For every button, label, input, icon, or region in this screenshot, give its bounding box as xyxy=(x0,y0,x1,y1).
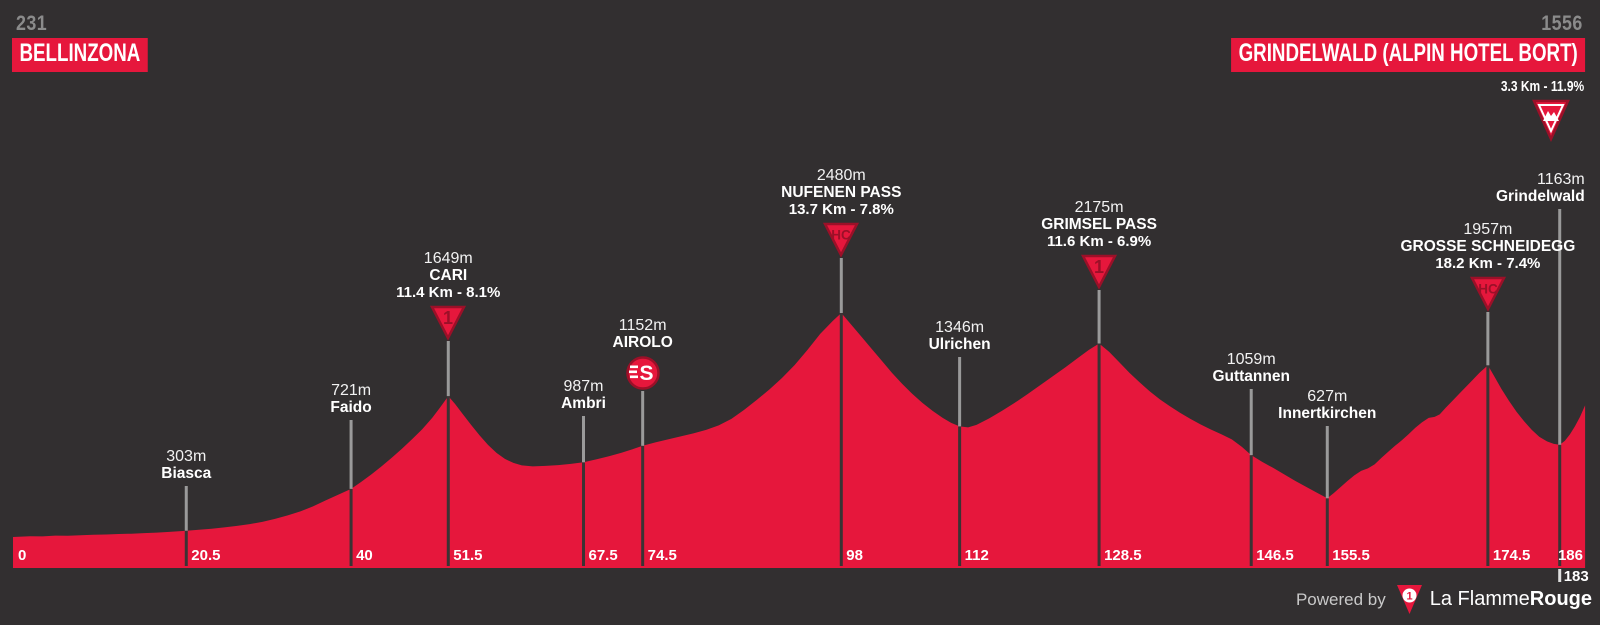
axis-label-ulrichen: 112 xyxy=(964,547,989,564)
climb-category-icon-cari: 1 xyxy=(429,303,467,341)
powered-by-label: Powered by xyxy=(1295,589,1386,609)
axis-label-ambri: 67.5 xyxy=(588,547,618,564)
marker-name-cari: CARI xyxy=(429,267,468,284)
marker-label-innertkirchen: 627m Innertkirchen xyxy=(1207,388,1447,422)
marker-label-faido: 721m Faido xyxy=(231,382,471,416)
finish-elevation: 1556 xyxy=(1541,12,1583,35)
axis-label-cari: 51.5 xyxy=(453,547,483,564)
marker-label-grosse-schneidegg: 1957m GROSSE SCHNEIDEGG 18.2 Km - 7.4% xyxy=(1368,221,1600,272)
marker-label-ulrichen: 1346m Ulrichen xyxy=(840,319,1080,353)
marker-name-nufenen-pass: NUFENEN PASS xyxy=(781,184,902,201)
marker-elevation-airolo: 1152m xyxy=(618,317,667,334)
marker-elevation-grindelwald: 1163m xyxy=(1536,171,1585,188)
brand-bold: Rouge xyxy=(1529,588,1592,610)
start-town-badge: BELLINZONA xyxy=(12,38,148,72)
marker-elevation-grimsel-pass: 2175m xyxy=(1074,199,1124,216)
la-flamme-rouge-logo[interactable]: 1 La FlammeRouge xyxy=(1396,584,1592,615)
footer: Powered by 1 La FlammeRouge xyxy=(1296,584,1592,615)
marker-elevation-cari: 1649m xyxy=(423,250,473,267)
svg-text:1: 1 xyxy=(443,308,453,328)
marker-name-ulrichen: Ulrichen xyxy=(928,336,991,353)
marker-name-grosse-schneidegg: GROSSE SCHNEIDEGG xyxy=(1400,238,1576,255)
climb-category-icon-grimsel-pass: 1 xyxy=(1080,252,1118,290)
marker-name-grindelwald: Grindelwald xyxy=(1496,188,1585,205)
marker-label-ambri: 987m Ambri xyxy=(464,378,704,412)
axis-label-faido: 40 xyxy=(356,547,373,564)
axis-label-grindelwald: 183 xyxy=(1563,568,1589,585)
marker-name-innertkirchen: Innertkirchen xyxy=(1278,405,1377,422)
marker-label-airolo: 1152m AIROLO xyxy=(523,317,763,351)
marker-name-guttannen: Guttannen xyxy=(1212,368,1290,385)
svg-text:1: 1 xyxy=(1094,257,1104,277)
marker-name-grimsel-pass: GRIMSEL PASS xyxy=(1041,216,1157,233)
marker-label-grimsel-pass: 2175m GRIMSEL PASS 11.6 Km - 6.9% xyxy=(979,199,1219,250)
marker-name-biasca: Biasca xyxy=(161,465,212,482)
marker-label-grindelwald: 1163m Grindelwald xyxy=(1496,171,1585,205)
marker-elevation-faido: 721m xyxy=(331,382,372,399)
marker-elevation-nufenen-pass: 2480m xyxy=(816,167,866,184)
brand-regular: La Flamme xyxy=(1429,588,1530,610)
marker-climb-detail-nufenen-pass: 13.7 Km - 7.8% xyxy=(788,201,894,218)
marker-climb-detail-grimsel-pass: 11.6 Km - 6.9% xyxy=(1046,233,1152,250)
finish-climb-detail: 3.3 Km - 11.9% xyxy=(1500,78,1584,95)
axis-label-airolo: 74.5 xyxy=(647,547,677,564)
climb-category-icon-grosse-schneidegg: HC xyxy=(1469,274,1507,312)
marker-climb-detail-grosse-schneidegg: 18.2 Km - 7.4% xyxy=(1435,255,1541,272)
marker-elevation-biasca: 303m xyxy=(166,448,207,465)
climb-category-icon-nufenen-pass: HC xyxy=(822,220,860,258)
marker-name-faido: Faido xyxy=(330,399,372,416)
sprint-icon-airolo: S xyxy=(624,353,662,391)
header-start: 231 BELLINZONA xyxy=(12,12,193,72)
elevation-area xyxy=(13,313,1586,568)
finish-town-badge: GRINDELWALD (ALPIN HOTEL BORT) xyxy=(1230,38,1585,72)
marker-elevation-innertkirchen: 627m xyxy=(1307,388,1348,405)
axis-label-guttannen: 146.5 xyxy=(1256,547,1294,564)
logo-triangle-icon: 1 xyxy=(1396,585,1422,614)
marker-elevation-grosse-schneidegg: 1957m xyxy=(1463,221,1513,238)
marker-label-nufenen-pass: 2480m NUFENEN PASS 13.7 Km - 7.8% xyxy=(721,167,961,218)
svg-text:S: S xyxy=(639,362,653,385)
marker-label-guttannen: 1059m Guttannen xyxy=(1131,351,1371,385)
marker-climb-detail-cari: 11.4 Km - 8.1% xyxy=(396,284,501,301)
marker-name-ambri: Ambri xyxy=(561,395,606,412)
axis-label-nufenen-pass: 98 xyxy=(846,547,863,564)
marker-label-cari: 1649m CARI 11.4 Km - 8.1% xyxy=(328,250,568,301)
axis-label-grimsel-pass: 128.5 xyxy=(1104,547,1142,564)
start-elevation: 231 xyxy=(16,12,48,35)
header-finish: 1556 GRINDELWALD (ALPIN HOTEL BORT) 3.3 … xyxy=(1113,12,1585,143)
axis-label-grosse-schneidegg: 174.5 xyxy=(1492,547,1531,564)
svg-text:HC: HC xyxy=(832,228,852,243)
axis-label-innertkirchen: 155.5 xyxy=(1332,547,1370,564)
logo-number: 1 xyxy=(1406,591,1412,603)
axis-label-biasca: 20.5 xyxy=(191,547,221,564)
brand-text: La FlammeRouge xyxy=(1430,588,1592,611)
marker-name-airolo: AIROLO xyxy=(612,334,673,351)
marker-elevation-ambri: 987m xyxy=(563,378,604,395)
finish-climb-icon xyxy=(1532,99,1570,143)
marker-label-biasca: 303m Biasca xyxy=(66,448,306,482)
marker-elevation-guttannen: 1059m xyxy=(1226,351,1276,368)
svg-text:HC: HC xyxy=(1478,282,1498,297)
marker-elevation-ulrichen: 1346m xyxy=(935,319,985,336)
